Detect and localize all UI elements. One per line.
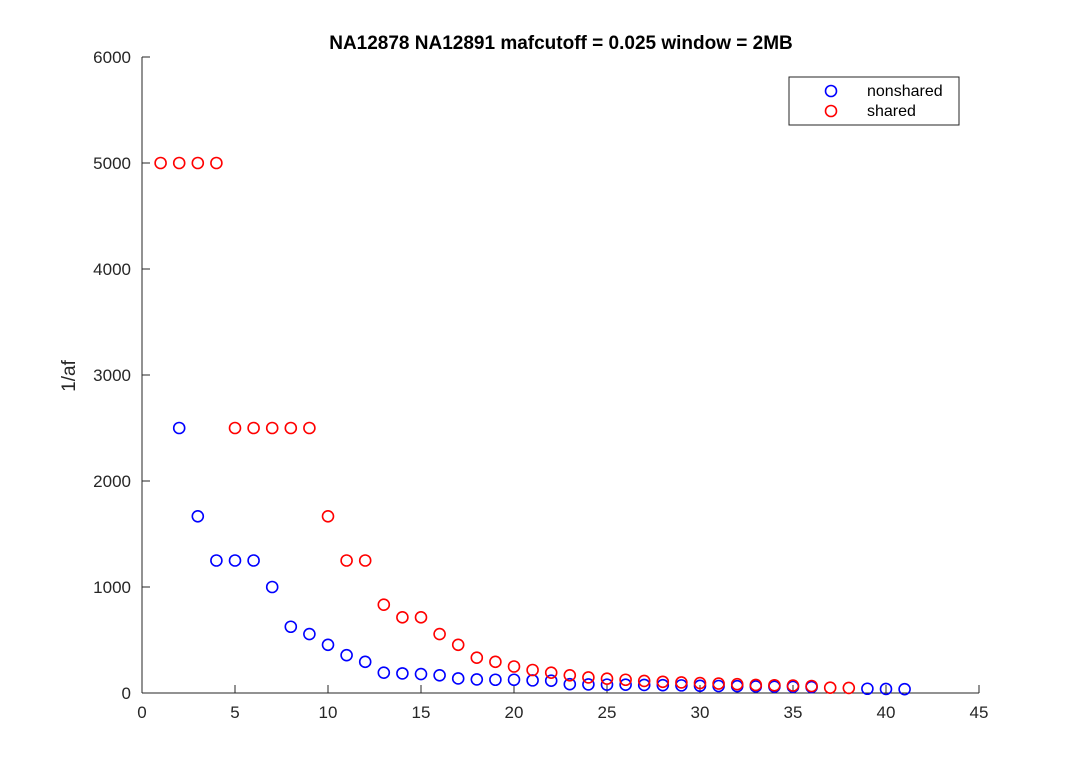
shared-point — [489, 655, 502, 669]
shared-point — [675, 676, 688, 689]
shared-point — [284, 421, 298, 435]
shared-point — [656, 675, 670, 689]
nonshared-point — [414, 667, 428, 681]
nonshared-point — [563, 677, 577, 691]
shared-point — [786, 679, 800, 692]
x-tick-label: 5 — [230, 703, 239, 722]
legend-label-nonshared: nonshared — [867, 83, 943, 100]
nonshared-point — [191, 509, 205, 523]
legend-marker-nonshared — [824, 84, 838, 98]
shared-point — [228, 421, 242, 435]
nonshared-point — [228, 554, 242, 567]
y-axis-label: 1/af — [59, 359, 80, 391]
shared-point — [544, 666, 558, 679]
shared-point — [507, 660, 521, 673]
nonshared-point — [637, 678, 651, 692]
nonshared-point — [396, 667, 409, 680]
shared-point — [210, 156, 223, 170]
legend-marker-shared — [824, 104, 838, 118]
shared-point — [712, 677, 725, 690]
shared-point — [265, 421, 279, 435]
shared-point — [321, 509, 335, 523]
shared-point — [414, 611, 428, 624]
x-tick-label: 40 — [877, 703, 896, 722]
shared-point — [470, 651, 484, 665]
shared-point — [823, 681, 837, 695]
nonshared-point — [172, 421, 186, 435]
shared-point — [582, 671, 595, 684]
shared-point — [340, 554, 353, 567]
legend-box — [788, 76, 960, 126]
shared-point — [693, 676, 707, 690]
nonshared-point — [470, 673, 484, 686]
x-tick-label: 30 — [691, 703, 710, 722]
nonshared-point — [303, 627, 316, 641]
x-tick-label: 25 — [598, 703, 617, 722]
shared-point — [303, 421, 316, 435]
nonshared-point — [340, 648, 353, 662]
shared-point — [358, 554, 372, 567]
x-tick-label: 0 — [137, 703, 146, 722]
nonshared-point — [377, 666, 391, 679]
data-points — [154, 156, 911, 696]
y-tick-label: 3000 — [93, 366, 131, 385]
shared-point — [563, 668, 577, 682]
nonshared-point — [451, 672, 465, 685]
shared-point — [637, 674, 651, 688]
y-tick-label: 6000 — [93, 48, 131, 67]
y-tick-label: 2000 — [93, 472, 131, 491]
nonshared-point — [358, 655, 372, 669]
nonshared-point — [582, 678, 595, 691]
nonshared-point — [433, 668, 446, 682]
x-tick-label: 10 — [319, 703, 338, 722]
y-tick-label: 0 — [122, 684, 131, 703]
nonshared-point — [321, 638, 335, 652]
x-tick-label: 35 — [784, 703, 803, 722]
legend: nonshared shared — [788, 76, 960, 126]
shared-point — [730, 677, 744, 691]
shared-point — [526, 663, 539, 677]
nonshared-point — [861, 682, 874, 696]
shared-point — [154, 156, 167, 170]
shared-point — [451, 638, 465, 652]
nonshared-point — [656, 678, 670, 692]
shared-point — [768, 678, 781, 692]
y-tick-label: 1000 — [93, 578, 131, 597]
axes: 0 5 10 15 20 25 30 35 40 45 0 1000 2000 3000 4000 5000 6… — [93, 48, 988, 722]
x-tick-label: 15 — [412, 703, 431, 722]
x-tick-label: 20 — [505, 703, 524, 722]
nonshared-point — [898, 682, 911, 696]
nonshared-point — [507, 673, 521, 687]
shared-point — [749, 678, 763, 692]
shared-point — [842, 681, 856, 695]
shared-point — [172, 156, 186, 170]
nonshared-point — [284, 620, 298, 634]
nonshared-point — [210, 554, 223, 567]
nonshared-point — [247, 554, 260, 567]
shared-point — [433, 627, 446, 641]
y-tick-label: 5000 — [93, 154, 131, 173]
nonshared-point — [600, 678, 614, 691]
shared-point — [396, 611, 409, 624]
nonshared-point — [619, 678, 632, 692]
nonshared-point — [489, 673, 502, 687]
shared-point — [191, 156, 205, 170]
shared-point — [600, 672, 614, 685]
series-shared — [154, 156, 856, 695]
x-tick-label: 45 — [970, 703, 989, 722]
legend-label-shared: shared — [867, 103, 916, 120]
nonshared-point — [879, 682, 893, 696]
y-tick-label: 4000 — [93, 260, 131, 279]
nonshared-point — [265, 580, 279, 594]
shared-point — [377, 598, 391, 612]
shared-point — [619, 673, 632, 687]
chart-title: NA12878 NA12891 mafcutoff = 0.025 window… — [329, 33, 793, 54]
shared-point — [247, 421, 260, 435]
nonshared-point — [544, 674, 558, 688]
shared-point — [805, 679, 818, 693]
